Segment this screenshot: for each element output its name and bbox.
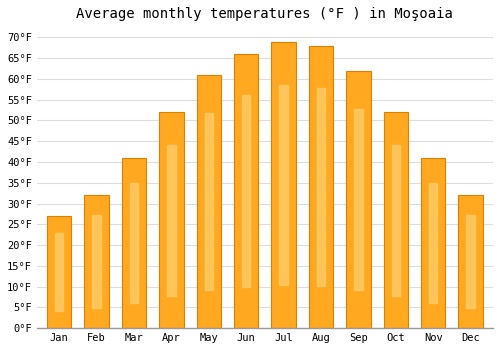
Bar [354, 109, 362, 289]
Bar [280, 84, 288, 285]
Bar [204, 113, 213, 290]
Bar [234, 54, 258, 328]
Bar [122, 158, 146, 328]
Bar [429, 183, 438, 303]
Bar [421, 158, 446, 328]
Bar [92, 215, 101, 308]
Bar [309, 46, 333, 328]
Bar [242, 95, 250, 287]
Bar [160, 112, 184, 328]
Bar [272, 42, 296, 328]
Title: Average monthly temperatures (°F ) in Moşoaia: Average monthly temperatures (°F ) in Mo… [76, 7, 454, 21]
Bar [317, 88, 326, 286]
Bar [458, 195, 483, 328]
Bar [466, 215, 475, 308]
Bar [167, 145, 175, 296]
Bar [384, 112, 408, 328]
Bar [130, 183, 138, 303]
Bar [392, 145, 400, 296]
Bar [47, 216, 72, 328]
Bar [346, 71, 370, 328]
Bar [55, 233, 64, 312]
Bar [84, 195, 109, 328]
Bar [196, 75, 221, 328]
